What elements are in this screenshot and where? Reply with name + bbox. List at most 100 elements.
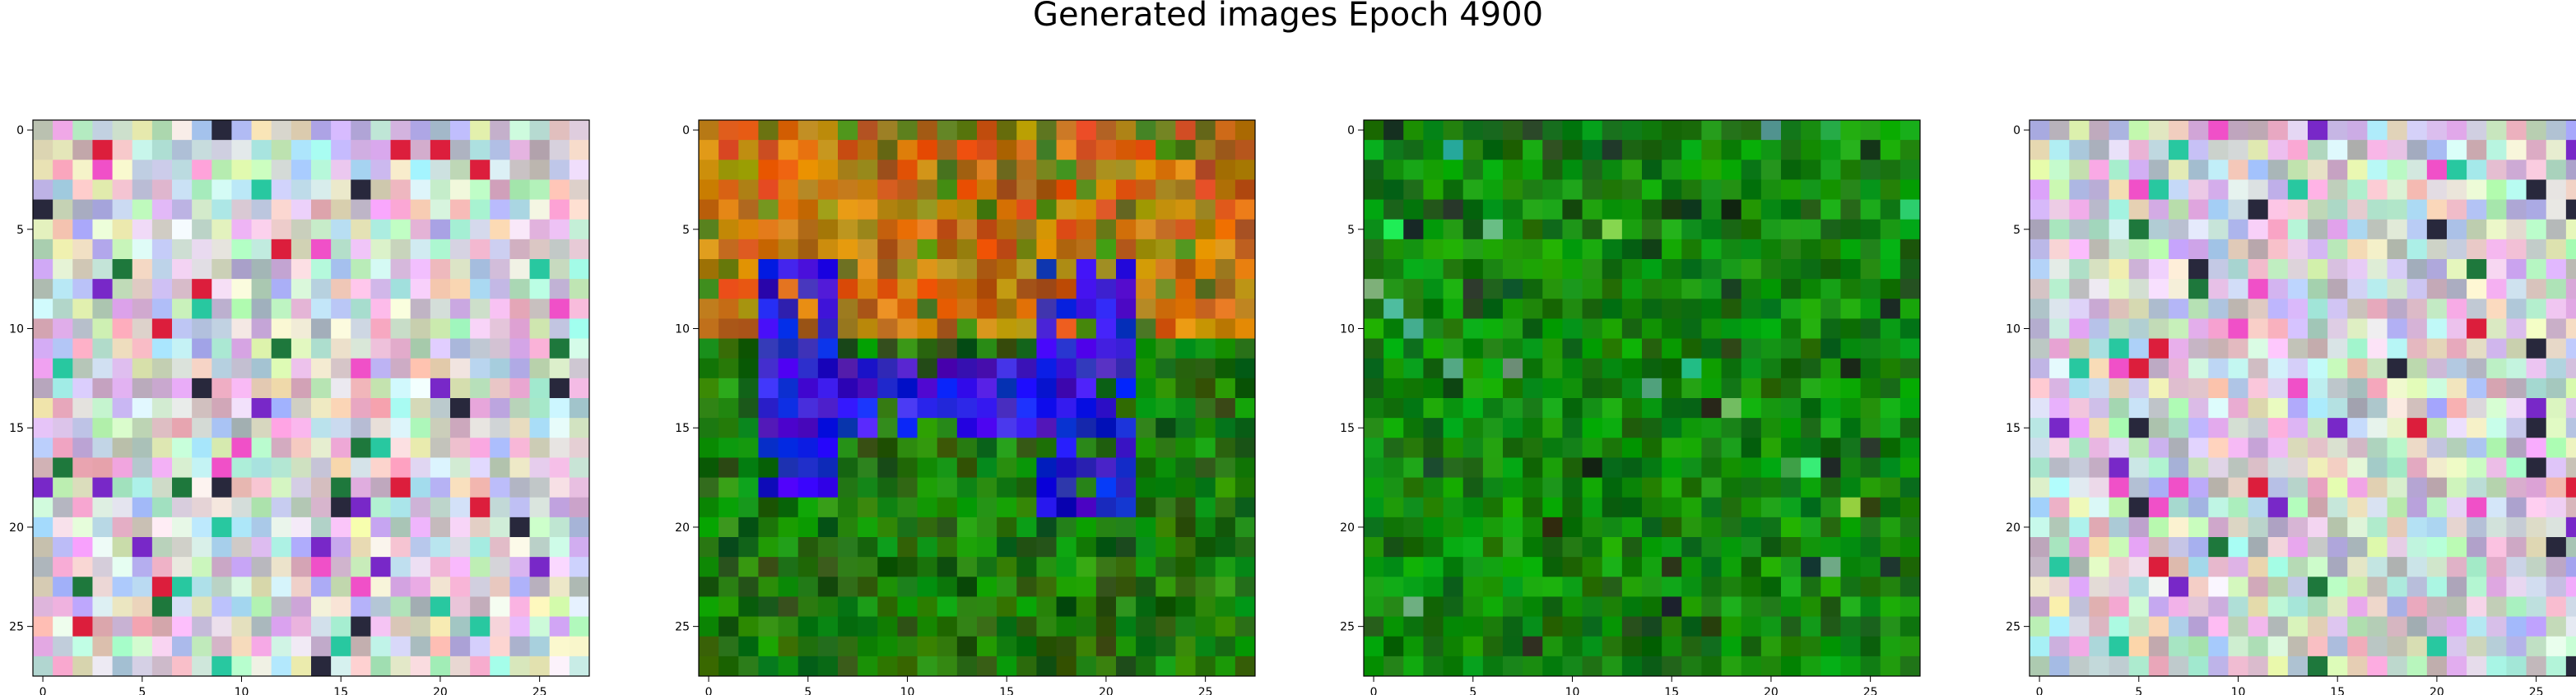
pixel-cell bbox=[2069, 120, 2090, 141]
pixel-cell bbox=[1602, 140, 1623, 160]
pixel-cell bbox=[231, 636, 253, 657]
pixel-cell bbox=[1462, 179, 1484, 201]
pixel-cell bbox=[699, 259, 719, 280]
pixel-cell bbox=[1562, 616, 1583, 637]
pixel-cell bbox=[370, 299, 392, 319]
pixel-cell bbox=[1523, 358, 1543, 379]
pixel-cell bbox=[1860, 656, 1881, 677]
axes-frame bbox=[32, 119, 590, 677]
pixel-cell bbox=[509, 616, 531, 637]
pixel-cell bbox=[1781, 358, 1802, 379]
pixel-cell bbox=[549, 140, 570, 160]
pixel-cell bbox=[2049, 517, 2070, 538]
pixel-cell bbox=[72, 299, 93, 319]
pixel-cell bbox=[151, 457, 173, 479]
pixel-cell bbox=[1760, 358, 1782, 379]
pixel-cell bbox=[430, 596, 451, 618]
pixel-cell bbox=[718, 239, 739, 260]
pixel-cell bbox=[1721, 517, 1742, 538]
pixel-cell bbox=[33, 338, 53, 359]
pixel-cell bbox=[2248, 457, 2269, 479]
pixel-cell bbox=[1423, 179, 1444, 201]
pixel-cell bbox=[192, 477, 212, 498]
pixel-cell bbox=[2248, 577, 2269, 597]
pixel-cell bbox=[1582, 636, 1603, 657]
pixel-cell bbox=[2406, 318, 2428, 340]
pixel-cell bbox=[1542, 239, 1563, 260]
pixel-cell bbox=[1899, 477, 1921, 498]
pixel-cell bbox=[92, 120, 114, 141]
pixel-cell bbox=[2109, 299, 2130, 319]
pixel-cell bbox=[817, 239, 839, 260]
pixel-cell bbox=[2327, 338, 2348, 359]
pixel-cell bbox=[1801, 438, 1821, 458]
pixel-cell bbox=[529, 219, 551, 240]
pixel-cell bbox=[1116, 120, 1137, 141]
pixel-cell bbox=[2089, 438, 2110, 458]
pixel-cell bbox=[2327, 398, 2348, 419]
pixel-cell bbox=[2109, 577, 2130, 597]
pixel-cell bbox=[2208, 160, 2229, 180]
pixel-cell bbox=[817, 179, 839, 201]
pixel-cell bbox=[231, 378, 253, 399]
pixel-cell bbox=[1860, 120, 1881, 141]
image-pixels bbox=[2030, 120, 2576, 677]
pixel-cell bbox=[1215, 636, 1236, 657]
pixel-cell bbox=[1215, 199, 1236, 220]
pixel-cell bbox=[1155, 477, 1176, 498]
pixel-cell bbox=[410, 636, 431, 657]
pixel-cell bbox=[1215, 497, 1236, 518]
pixel-cell bbox=[2109, 120, 2130, 141]
pixel-cell bbox=[937, 418, 958, 438]
pixel-cell bbox=[2467, 537, 2487, 558]
pixel-cell bbox=[1582, 338, 1603, 359]
pixel-cell bbox=[72, 537, 93, 558]
pixel-cell bbox=[937, 259, 958, 280]
pixel-cell bbox=[569, 219, 590, 240]
pixel-cell bbox=[490, 656, 510, 677]
pixel-cell bbox=[2248, 517, 2269, 538]
pixel-cell bbox=[2308, 140, 2328, 160]
pixel-cell bbox=[1899, 497, 1921, 518]
pixel-cell bbox=[132, 239, 153, 260]
pixel-cell bbox=[2426, 418, 2448, 438]
pixel-cell bbox=[2148, 457, 2169, 479]
pixel-cell bbox=[2526, 596, 2547, 618]
pixel-cell bbox=[1642, 358, 1662, 379]
pixel-cell bbox=[1820, 199, 1841, 220]
pixel-cell bbox=[430, 338, 451, 359]
pixel-cell bbox=[2069, 537, 2090, 558]
pixel-cell bbox=[2069, 517, 2090, 538]
pixel-cell bbox=[956, 318, 978, 340]
pixel-cell bbox=[112, 497, 133, 518]
pixel-cell bbox=[937, 140, 958, 160]
pixel-cell bbox=[1195, 517, 1216, 538]
pixel-cell bbox=[1036, 457, 1058, 479]
pixel-cell bbox=[1741, 596, 1762, 618]
pixel-cell bbox=[2426, 457, 2448, 479]
pixel-cell bbox=[2069, 398, 2090, 419]
pixel-cell bbox=[897, 497, 918, 518]
pixel-cell bbox=[1036, 616, 1058, 637]
pixel-cell bbox=[390, 596, 412, 618]
pixel-cell bbox=[151, 219, 173, 240]
pixel-cell bbox=[151, 477, 173, 498]
pixel-cell bbox=[1899, 656, 1921, 677]
pixel-cell bbox=[1235, 338, 1256, 359]
pixel-cell bbox=[390, 318, 412, 340]
pixel-cell bbox=[331, 279, 351, 299]
pixel-cell bbox=[2208, 616, 2229, 637]
pixel-cell bbox=[1116, 497, 1137, 518]
pixel-cell bbox=[1423, 477, 1444, 498]
pixel-cell bbox=[758, 120, 779, 141]
pixel-cell bbox=[2148, 378, 2169, 399]
pixel-cell bbox=[997, 497, 1017, 518]
pixel-cell bbox=[212, 557, 232, 577]
pixel-cell bbox=[331, 517, 351, 538]
pixel-cell bbox=[1899, 199, 1921, 220]
pixel-cell bbox=[2546, 120, 2567, 141]
pixel-cell bbox=[33, 398, 53, 419]
pixel-cell bbox=[192, 160, 212, 180]
pixel-cell bbox=[738, 259, 759, 280]
pixel-cell bbox=[1383, 537, 1404, 558]
